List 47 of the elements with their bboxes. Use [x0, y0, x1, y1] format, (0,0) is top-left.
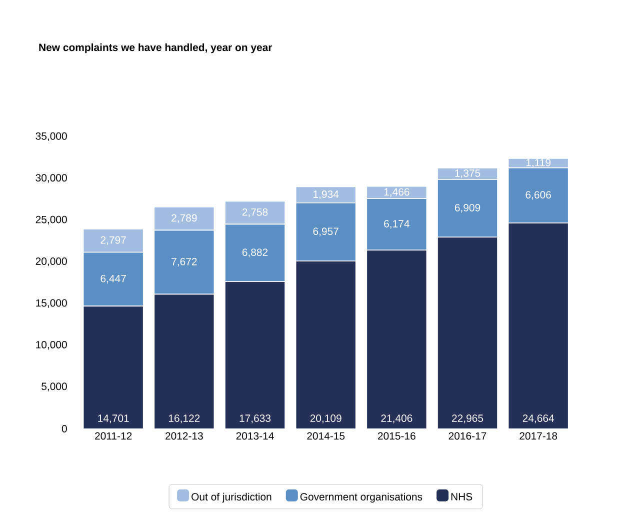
bar: [508, 222, 569, 429]
bar: [366, 250, 427, 429]
bar: [83, 306, 144, 429]
bar: [225, 282, 286, 429]
y-tick-label: 30,000: [36, 174, 67, 183]
legend-label: Government organisations: [300, 492, 422, 503]
data-label: 6,447: [100, 274, 126, 284]
x-tick-label: 2012-13: [166, 432, 203, 440]
data-label: 6,957: [313, 228, 338, 236]
data-label: 2,758: [242, 208, 268, 218]
x-tick-label: 2017-18: [520, 432, 558, 440]
y-tick-label: 35,000: [36, 132, 67, 142]
bar: [438, 237, 498, 429]
data-label: 24,664: [522, 414, 554, 424]
data-label: 6,606: [526, 191, 551, 200]
bar: [296, 260, 356, 429]
data-label: 2,797: [100, 236, 126, 245]
data-label: 20,109: [310, 414, 342, 424]
data-label: 6,909: [454, 204, 480, 213]
data-label: 14,701: [98, 414, 129, 424]
data-label: 1,934: [314, 190, 339, 200]
x-tick-label: 2013-14: [236, 432, 274, 440]
x-tick-label: 2011-12: [95, 432, 132, 440]
data-label: 1,119: [526, 158, 551, 168]
bar: [154, 294, 214, 429]
data-label: 1,466: [384, 188, 410, 197]
y-tick-label: 15,000: [36, 299, 67, 308]
y-tick-label: 25,000: [36, 216, 67, 224]
data-label: 22,965: [452, 414, 484, 424]
data-label: 2,789: [172, 214, 197, 223]
data-label: 16,122: [168, 414, 200, 424]
y-tick-label: 20,000: [36, 258, 67, 266]
chart-title: New complaints we have handled, year on year: [39, 43, 272, 54]
x-tick-label: 2014-15: [307, 432, 345, 440]
data-label: 1,375: [455, 169, 480, 178]
data-label: 6,174: [384, 220, 410, 229]
x-tick-label: 2015-16: [378, 432, 416, 440]
legend-label: Out of jurisdiction: [192, 492, 272, 503]
data-label: 17,633: [240, 414, 271, 424]
data-label: 6,882: [242, 248, 268, 258]
legend-label: NHS: [451, 493, 472, 500]
data-label: 21,406: [381, 414, 412, 424]
data-label: 7,672: [172, 258, 197, 267]
y-tick-label: 0: [62, 425, 67, 432]
y-tick-label: 10,000: [36, 340, 67, 350]
y-tick-label: 5,000: [42, 382, 67, 392]
x-tick-label: 2016-17: [448, 432, 486, 440]
